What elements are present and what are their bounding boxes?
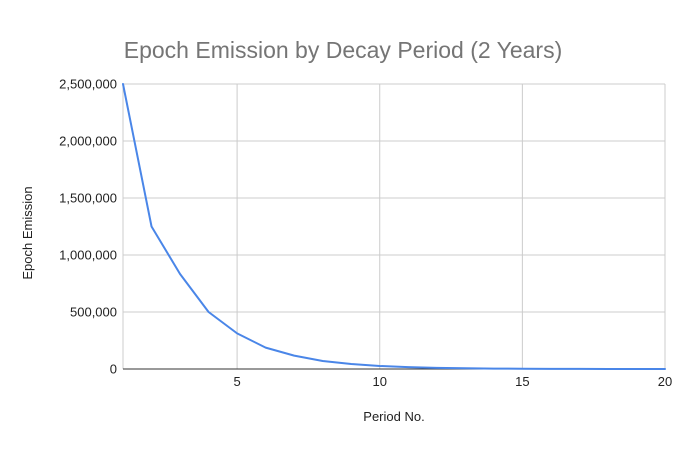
x-tick-label: 10 [373,374,387,389]
series-layer [122,83,666,370]
y-axis-title: Epoch Emission [20,186,35,279]
x-tick-label: 15 [515,374,529,389]
x-axis-title: Period No. [363,409,424,424]
y-tick-label: 500,000 [70,305,117,320]
y-tick-label: 2,500,000 [59,77,117,92]
gridlines [122,83,666,369]
x-tick-label: 5 [233,374,240,389]
y-tick-label: 1,500,000 [59,191,117,206]
y-tick-label: 0 [110,362,117,377]
y-tick-label: 2,000,000 [59,134,117,149]
tick-labels: 0 500,000 1,000,000 1,500,000 2,000,000 2,500… [59,77,672,390]
x-tick-label: 20 [658,374,672,389]
series-line [122,83,666,370]
chart-title: Epoch Emission by Decay Period (2 Years) [124,37,563,63]
y-tick-label: 1,000,000 [59,248,117,263]
